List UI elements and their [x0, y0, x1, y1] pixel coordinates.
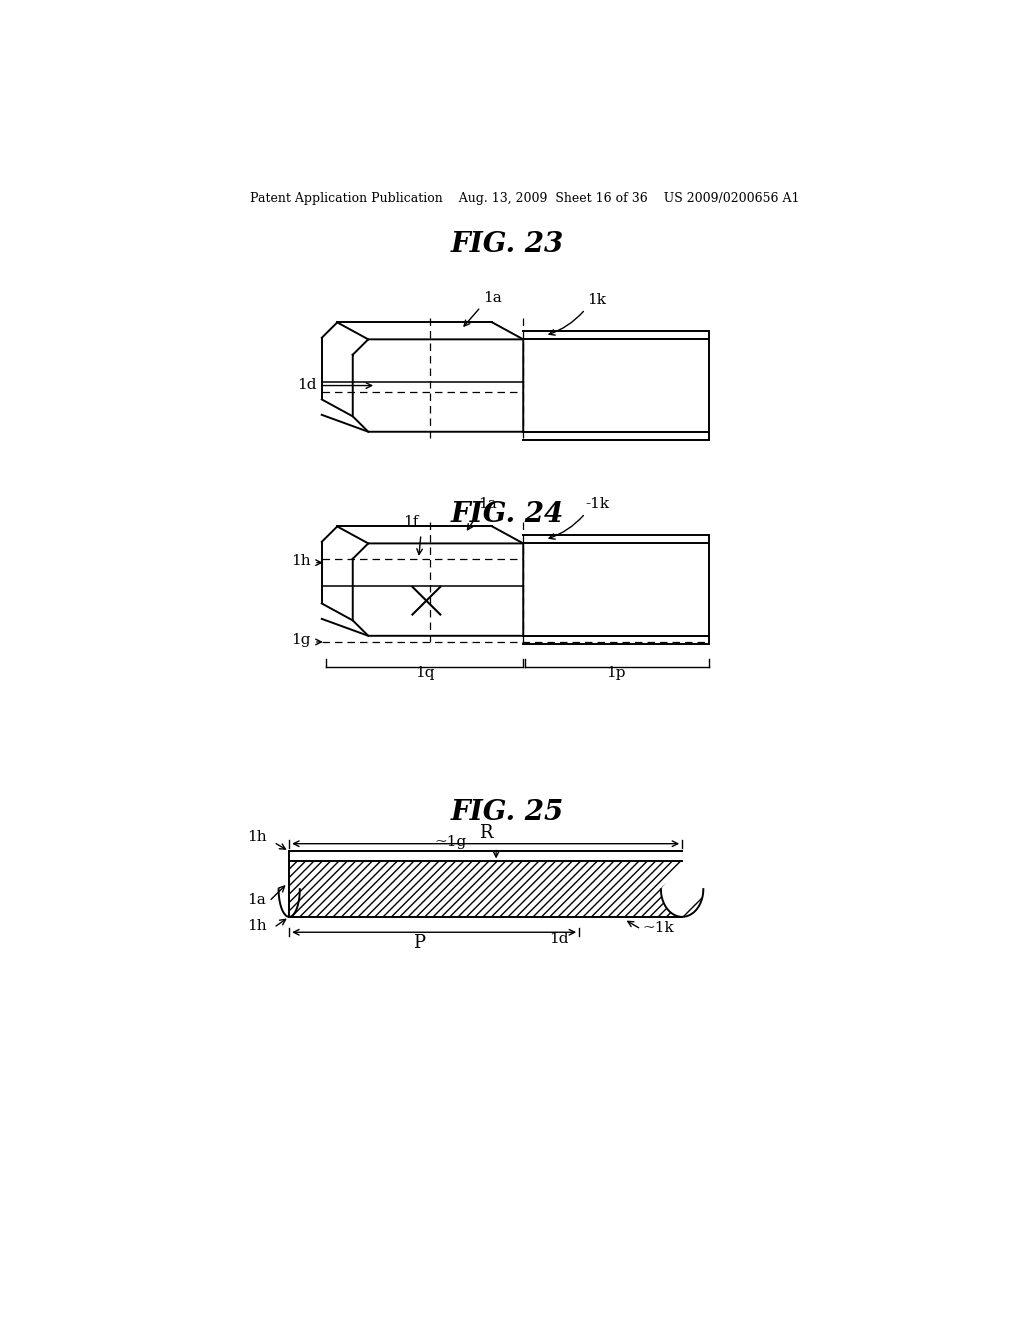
Text: 1d: 1d [549, 932, 568, 946]
Text: 1h: 1h [248, 919, 267, 933]
Text: 1k: 1k [587, 293, 606, 308]
Text: 1a: 1a [483, 290, 502, 305]
Text: 1h: 1h [291, 554, 310, 568]
Text: 1f: 1f [403, 516, 419, 529]
Text: -1k: -1k [586, 498, 609, 511]
Text: 1h: 1h [248, 830, 267, 843]
Text: 1p: 1p [606, 667, 626, 680]
Text: FIG. 25: FIG. 25 [452, 800, 564, 826]
Text: R: R [479, 824, 493, 842]
Text: Patent Application Publication    Aug. 13, 2009  Sheet 16 of 36    US 2009/02006: Patent Application Publication Aug. 13, … [250, 191, 800, 205]
Text: 1q: 1q [415, 667, 434, 680]
Text: FIG. 24: FIG. 24 [452, 500, 564, 528]
Text: 1a: 1a [248, 892, 266, 907]
Text: FIG. 23: FIG. 23 [452, 231, 564, 259]
Text: P: P [413, 935, 425, 952]
Text: 1a: 1a [478, 498, 497, 511]
Text: 1g: 1g [291, 634, 310, 647]
Text: ~1k: ~1k [643, 921, 675, 936]
Text: ~1g: ~1g [434, 836, 466, 849]
Text: 1d: 1d [297, 378, 316, 392]
